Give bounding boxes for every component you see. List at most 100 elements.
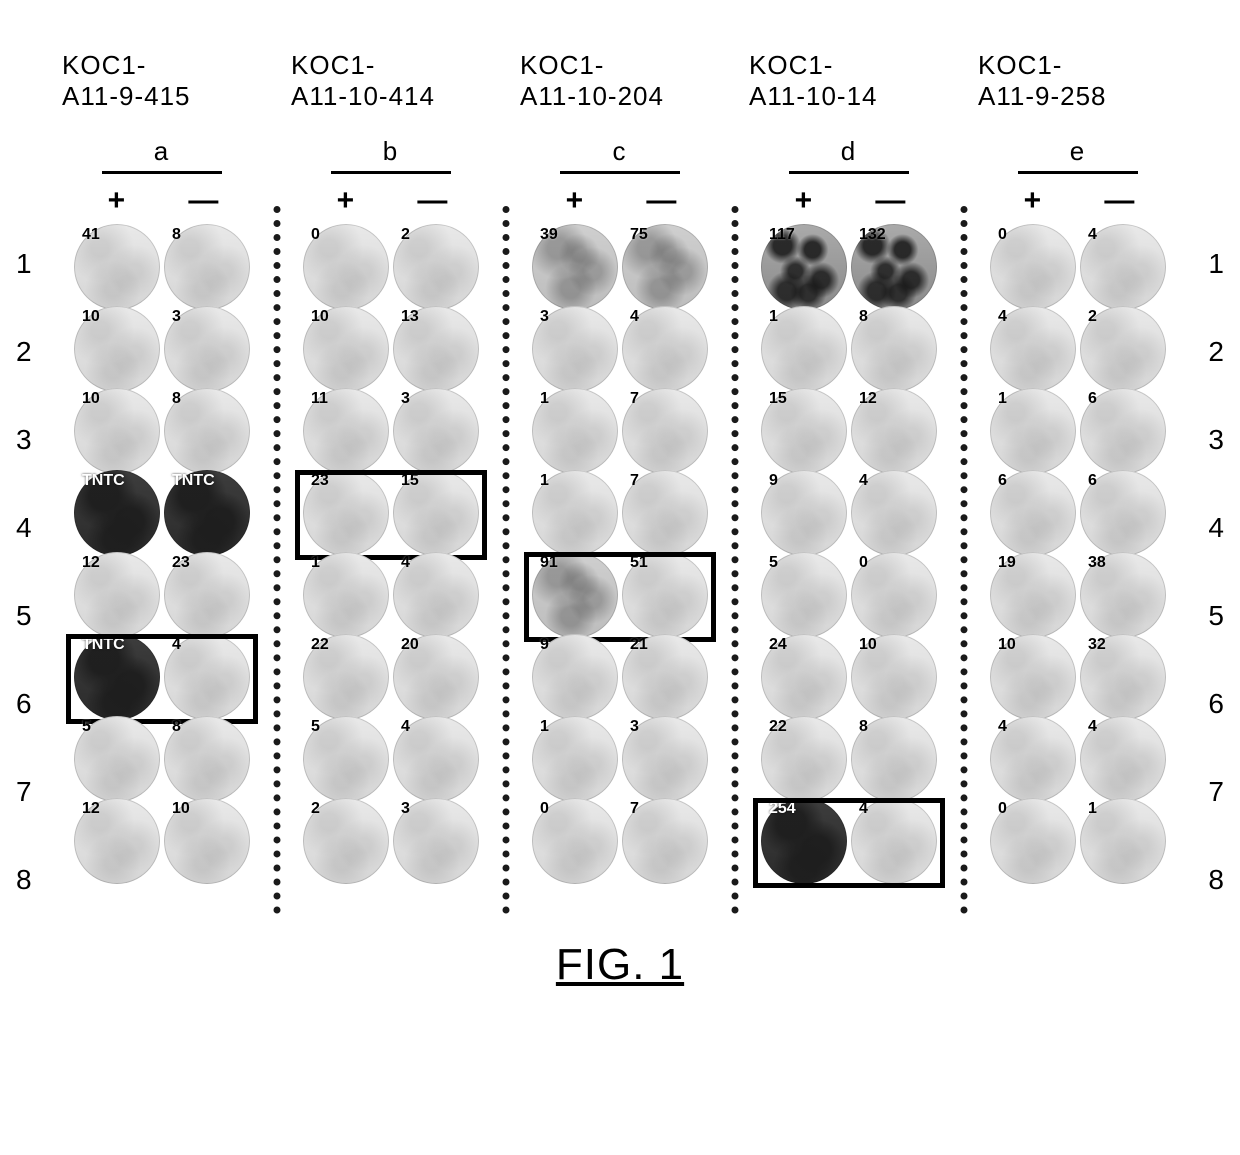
row-label: 1 [16,218,32,306]
well-neg: 6 [1080,388,1166,474]
well-pos: 41 [74,224,160,310]
well-neg: 3 [393,798,479,884]
well-row: 1512 [749,388,949,476]
well-pos: 24 [761,634,847,720]
well-neg: 4 [393,552,479,638]
header-b: KOC1- A11-10-414 [291,50,491,112]
well-row: 1938 [978,552,1178,640]
well-pos: 11 [303,388,389,474]
well-row: 2544 [749,798,949,886]
well-neg: 8 [164,716,250,802]
well-count: 3 [630,718,639,736]
well-pos: 10 [990,634,1076,720]
well-row: 2410 [749,634,949,722]
well-pos: 0 [303,224,389,310]
well-pos: 5 [761,552,847,638]
well-count: 1 [998,390,1007,408]
well-count: 10 [82,390,100,408]
well-row: 07 [520,798,720,886]
well-count: 21 [630,636,648,654]
well-pos: 0 [990,224,1076,310]
well-count: 2 [401,226,410,244]
well-neg: 4 [622,306,708,392]
row-label: 5 [16,570,32,658]
well-count: 6 [1088,390,1097,408]
well-count: 1 [311,554,320,572]
well-count: 8 [859,718,868,736]
well-count: 7 [630,800,639,818]
well-count: 9 [769,472,778,490]
well-count: 8 [172,718,181,736]
well-count: 39 [540,226,558,244]
well-count: 117 [769,226,795,244]
well-count: 5 [769,554,778,572]
row-label: 7 [1208,746,1224,834]
well-neg: 32 [1080,634,1166,720]
wells-d: 117132181512945024102282544 [749,224,949,886]
well-count: 10 [82,308,100,326]
well-count: 91 [540,554,558,572]
well-neg: 1 [1080,798,1166,884]
well-count: 3 [540,308,549,326]
well-count: 8 [172,390,181,408]
well-neg: 3 [393,388,479,474]
well-count: 23 [311,472,329,490]
well-pos: 1 [532,388,618,474]
minus-sign: — [417,184,445,218]
well-pos: 254 [761,798,847,884]
well-count: 41 [82,226,100,244]
well-neg: 4 [164,634,250,720]
header-a: KOC1- A11-9-415 [62,50,262,112]
well-count: 9 [540,636,549,654]
well-count: 0 [859,554,868,572]
well-pos: 5 [303,716,389,802]
row-label: 6 [1208,658,1224,746]
minus-sign: — [875,184,903,218]
well-row: 16 [978,388,1178,476]
well-neg: 23 [164,552,250,638]
well-row: 14 [291,552,491,640]
row-label: 4 [16,482,32,570]
well-neg: 2 [393,224,479,310]
well-row: 50 [749,552,949,640]
well-neg: 21 [622,634,708,720]
well-pos: 39 [532,224,618,310]
well-count: 0 [998,226,1007,244]
well-pos: 4 [990,716,1076,802]
well-neg: 2 [1080,306,1166,392]
well-count: 1 [540,718,549,736]
row-label: 3 [1208,394,1224,482]
well-neg: 10 [164,798,250,884]
well-neg: 6 [1080,470,1166,556]
underline [789,171,909,174]
well-row: 17 [520,388,720,476]
panel-d-sub: d [749,136,949,167]
panel-b: b + — 02101311323151422205423 [291,136,491,880]
panel-a: a + — 418103108TNTCTNTC1223TNTC4581210 [62,136,262,880]
well-row: 11 3 [291,388,491,476]
well-row: 54 [291,716,491,804]
well-pos: 117 [761,224,847,310]
minus-sign: — [646,184,674,218]
well-row: 2220 [291,634,491,722]
row-label: 7 [16,746,32,834]
header-e: KOC1- A11-9-258 [978,50,1178,112]
well-count: 3 [401,390,410,408]
well-neg: 13 [393,306,479,392]
well-neg: 7 [622,388,708,474]
panel-headers: KOC1- A11-9-415 KOC1- A11-10-414 KOC1- A… [62,50,1178,112]
header-d-line1: KOC1- [749,50,833,80]
signs: + — [978,184,1178,218]
well-count: 4 [998,308,1007,326]
well-row: 228 [749,716,949,804]
well-count: 12 [82,800,100,818]
well-pos: 6 [990,470,1076,556]
well-count: 3 [401,800,410,818]
well-row: 34 [520,306,720,394]
well-count: 1 [540,472,549,490]
well-neg: 8 [851,306,937,392]
well-count: 132 [859,226,886,244]
panel-e: e + — 04421666193810324401 [978,136,1178,880]
well-row: 04 [978,224,1178,312]
header-c-line1: KOC1- [520,50,604,80]
